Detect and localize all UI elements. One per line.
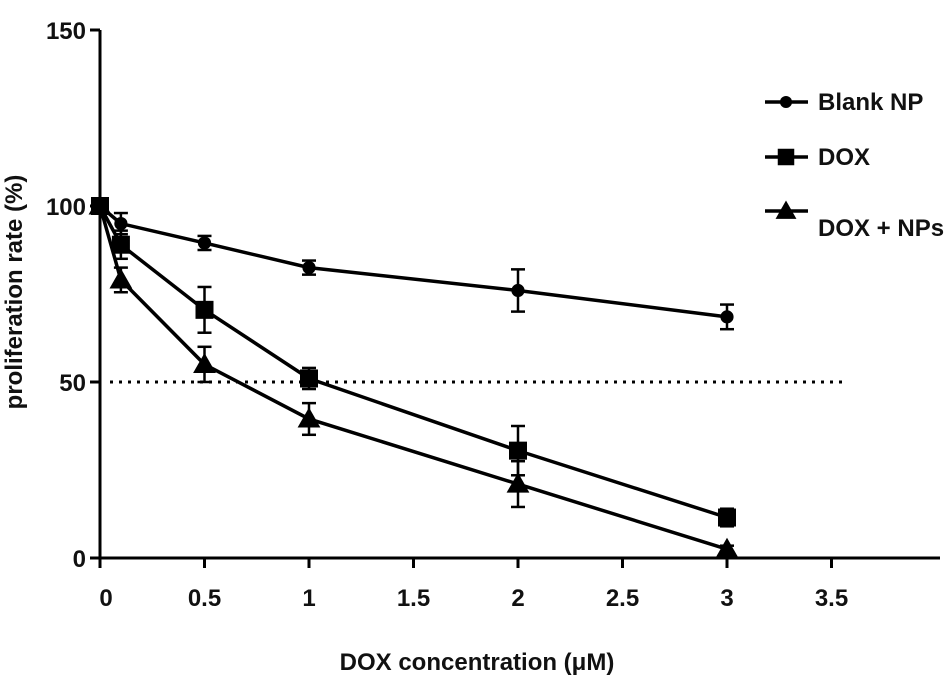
x-axis-title: DOX concentration (μM) (340, 649, 615, 676)
marker-circle (197, 236, 212, 250)
series-dox-nps (88, 194, 739, 558)
marker-square (111, 235, 130, 254)
marker-triangle (193, 353, 216, 373)
series-blank-np (93, 199, 734, 331)
x-tick-label: 3.5 (815, 585, 848, 612)
legend-item: DOX (765, 144, 870, 171)
marker-triangle (88, 194, 112, 215)
marker-triangle (506, 472, 530, 493)
marker-square (509, 441, 527, 460)
legend-item: Blank NP (765, 89, 923, 116)
marker-circle (779, 95, 793, 109)
x-tick-label: 1.5 (397, 585, 430, 612)
series-line (98, 205, 728, 551)
x-tick-label: 1 (302, 585, 315, 612)
x-tick-label: 2 (511, 585, 524, 612)
legend-label: Blank NP (818, 89, 923, 116)
marker-circle (511, 283, 525, 298)
marker-triangle (109, 268, 133, 289)
x-tick-label: 2.5 (606, 585, 639, 612)
y-axis-title: proliferation rate (%) (1, 175, 28, 410)
legend-label: DOX (818, 144, 870, 171)
y-tick-label: 50 (59, 370, 86, 397)
marker-triangle (775, 200, 797, 219)
y-tick-label: 0 (73, 546, 86, 573)
series-dox (91, 197, 736, 528)
series-line (98, 205, 728, 520)
series-group (88, 194, 739, 558)
marker-circle (114, 217, 128, 231)
marker-triangle (297, 407, 321, 428)
y-tick-label: 150 (46, 18, 86, 45)
marker-circle (720, 310, 734, 324)
marker-square (777, 148, 795, 166)
legend: Blank NP DOX DOX + NPs (765, 89, 944, 242)
marker-triangle (715, 537, 739, 558)
legend-label: DOX + NPs (818, 215, 944, 242)
x-tick-label: 0 (99, 585, 112, 612)
marker-circle (302, 261, 316, 275)
x-tick-label: 0.5 (188, 585, 221, 612)
marker-square (718, 508, 736, 527)
axes: 0 50 100 150 0 0.5 1 1.5 2 2.5 3 3.5 (46, 18, 940, 612)
x-tick-label: 3 (720, 585, 733, 612)
legend-item: DOX + NPs (765, 200, 944, 242)
marker-square (300, 369, 318, 388)
marker-square (195, 300, 214, 319)
y-tick-label: 100 (46, 194, 86, 221)
